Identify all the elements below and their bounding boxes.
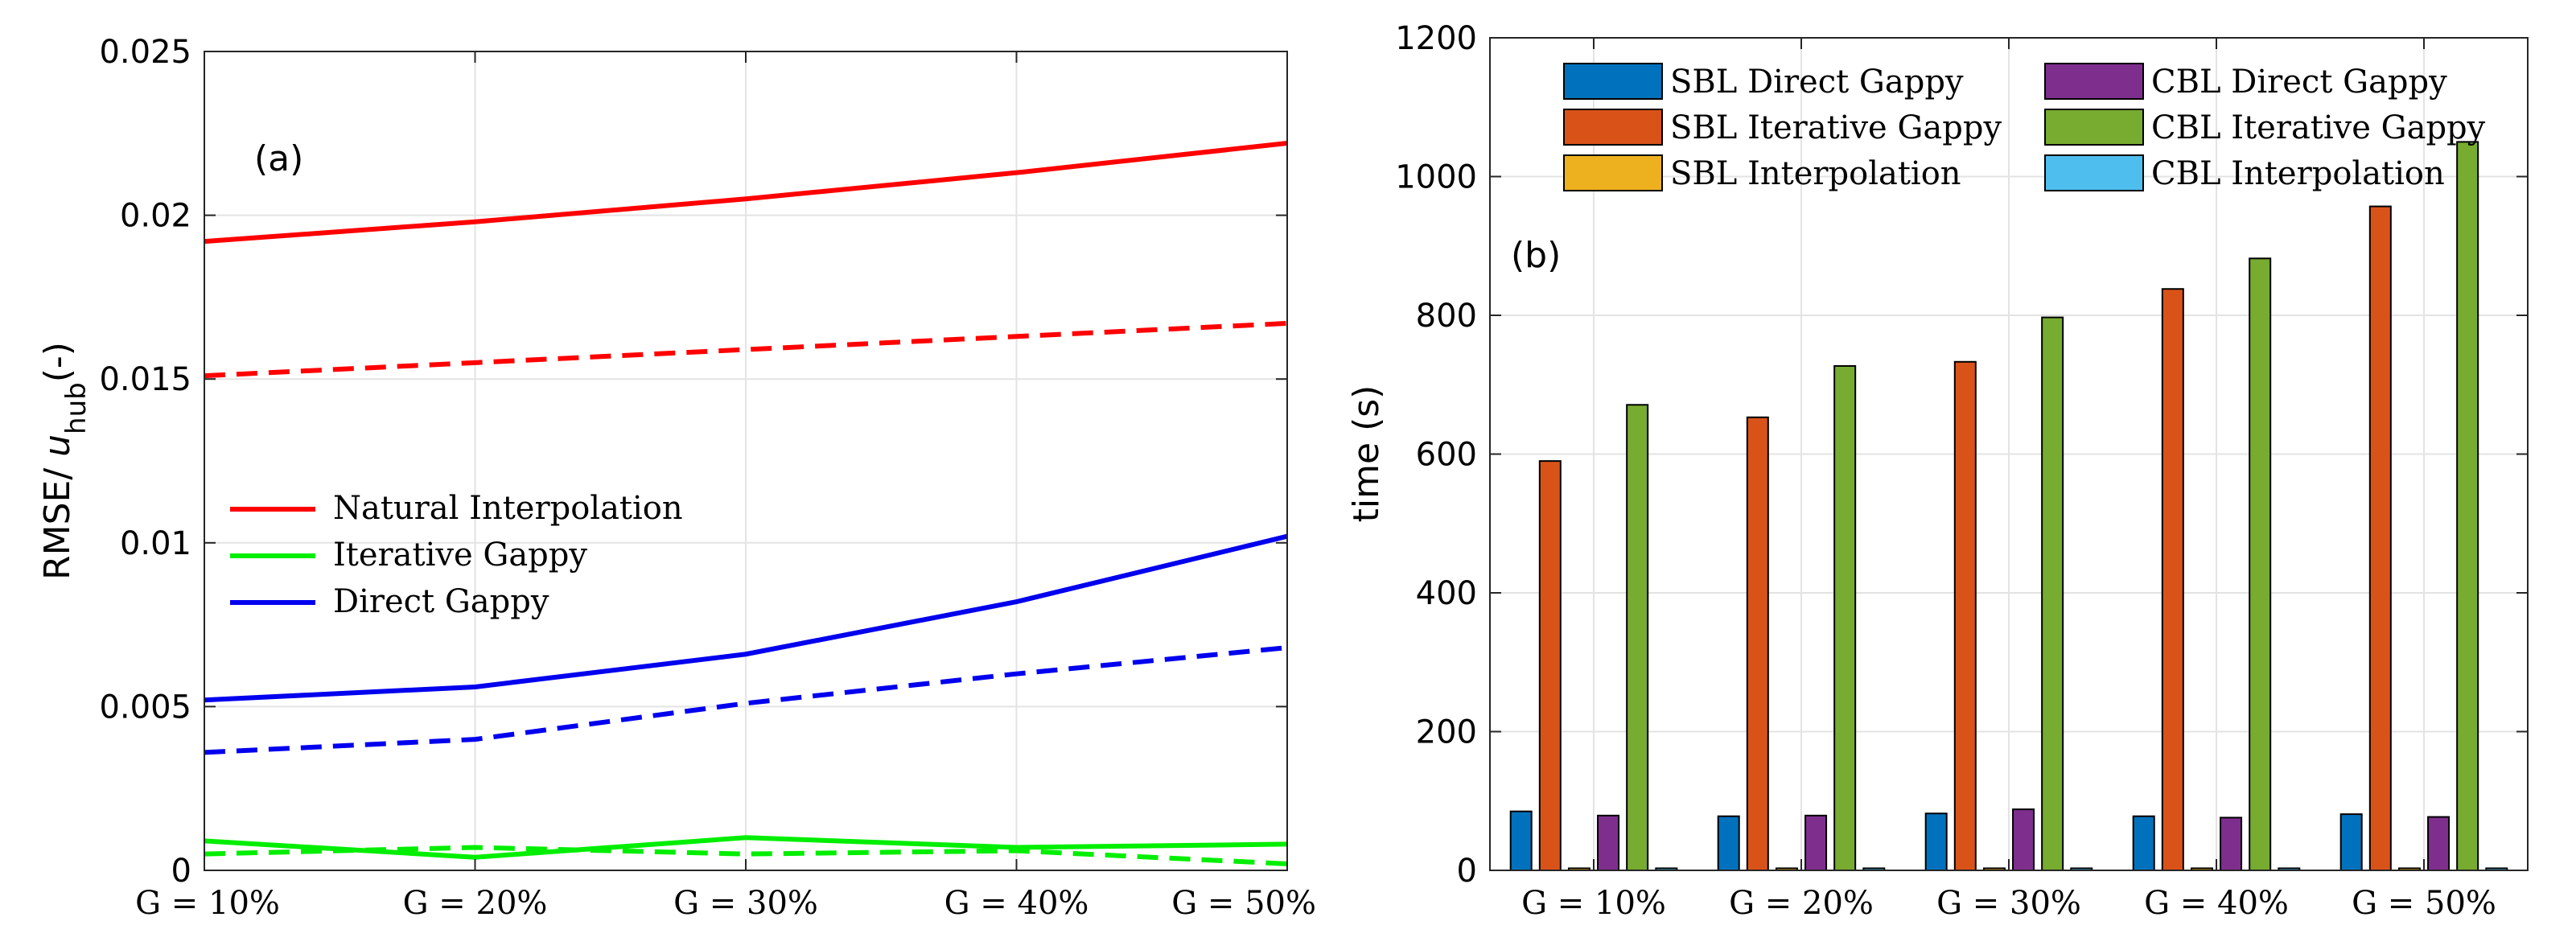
panel-b-legend-label: CBL Iterative Gappy xyxy=(2151,109,2486,146)
panel-a-xtick-label: G = 40% xyxy=(944,885,1089,922)
panel-b-bar-0-1 xyxy=(1717,815,1740,871)
panel-a-line-chart: 0 0.005 0.01 0.015 0.02 0.025 G = 10% G = 20% G… xyxy=(37,34,1316,922)
panel-b-bar-4-2 xyxy=(2041,316,2064,871)
panel-b-label: (b) xyxy=(1511,235,1561,276)
panel-b-legend-label: SBL Iterative Gappy xyxy=(1670,109,2002,146)
panel-b-bar-3-1 xyxy=(1804,814,1828,871)
panel-a-xtick-label: G = 10% xyxy=(135,885,280,922)
panel-b-ytick-label: 200 xyxy=(1416,714,1477,751)
panel-a-series-line-1 xyxy=(204,320,1288,379)
panel-b-ytick-label: 1000 xyxy=(1395,159,1477,196)
panel-b-bar-4-1 xyxy=(1833,364,1857,871)
panel-b-xtick-label: G = 50% xyxy=(2352,885,2496,922)
panel-a-ytick-label: 0.015 xyxy=(99,361,191,398)
panel-b-xtick-label: G = 20% xyxy=(1729,885,1874,922)
panel-b-xtick-label: G = 10% xyxy=(1521,885,1666,922)
panel-b-bar-4-0 xyxy=(1626,404,1649,871)
panel-a-legend-label: Iterative Gappy xyxy=(333,537,587,574)
panel-b-legend-label: CBL Direct Gappy xyxy=(2151,64,2447,101)
panel-b-bar-3-2 xyxy=(2012,808,2035,871)
panel-b-legend-swatch xyxy=(1563,109,1663,146)
panel-a-series-line-5 xyxy=(204,645,1288,755)
panel-b-bar-1-2 xyxy=(1953,360,1977,872)
panel-b-ytick-label: 600 xyxy=(1416,437,1477,474)
panel-b-bar-1-0 xyxy=(1538,460,1562,871)
panel-b-legend-swatch xyxy=(1563,63,1663,100)
panel-b-bar-4-4 xyxy=(2456,141,2479,871)
panel-a-ytick-label: 0.01 xyxy=(120,525,191,562)
panel-a-xtick-label: G = 50% xyxy=(1171,885,1316,922)
panel-b-ytick-label: 800 xyxy=(1416,298,1477,335)
panel-b-ylabel: time (s) xyxy=(1346,385,1387,523)
panel-b-xtick-label: G = 40% xyxy=(2144,885,2289,922)
panel-a-series-line-4 xyxy=(204,533,1288,703)
panel-b-bar-3-0 xyxy=(1597,814,1620,871)
panel-b-bar-1-1 xyxy=(1746,416,1769,871)
panel-b-ytick-label: 0 xyxy=(1457,853,1477,890)
panel-b-bar-0-2 xyxy=(1924,812,1948,872)
panel-b-legend-label: CBL Interpolation xyxy=(2151,155,2445,192)
panel-b-legend-swatch xyxy=(1563,154,1663,191)
panel-a-legend: Natural Interpolation Iterative Gappy Dire… xyxy=(230,490,683,620)
panel-b-bar-3-4 xyxy=(2427,816,2450,872)
panel-b-bar-chart: 0 200 400 600 800 1000 1200 G = 10% G = 20% G = … xyxy=(1346,20,2529,922)
panel-b-legend-swatch xyxy=(2044,63,2144,100)
panel-a-xtick-label: G = 20% xyxy=(403,885,548,922)
panel-b-bar-0-4 xyxy=(2339,813,2363,872)
panel-b-ytick-label: 1200 xyxy=(1395,20,1477,57)
panel-b-xtick-label: G = 30% xyxy=(1936,885,2081,922)
panel-a-ylabel: RMSE/ uhub(-) xyxy=(37,342,93,580)
panel-a-legend-label: Natural Interpolation xyxy=(333,490,683,527)
panel-b-legend-swatch xyxy=(2044,154,2144,191)
panel-a-ytick-label: 0.025 xyxy=(99,34,191,71)
panel-b-legend-label: SBL Direct Gappy xyxy=(1670,64,1964,101)
panel-b-bar-3-3 xyxy=(2220,816,2243,872)
panel-b-legend-label: SBL Interpolation xyxy=(1670,155,1961,192)
panel-a-series-line-3 xyxy=(204,845,1288,866)
panel-b-legend: SBL Direct Gappy SBL Iterative Gappy SBL I… xyxy=(1563,63,2486,192)
panel-a-ytick-label: 0.02 xyxy=(120,198,191,235)
panel-a-legend-label: Direct Gappy xyxy=(333,583,549,620)
panel-b-bar-0-3 xyxy=(2132,815,2155,871)
panel-b-legend-swatch xyxy=(2044,109,2144,146)
panel-b-bar-1-4 xyxy=(2368,205,2392,871)
panel-b-bar-4-3 xyxy=(2249,257,2272,871)
panel-b-bar-0-0 xyxy=(1509,810,1533,871)
panel-a-ytick-label: 0.005 xyxy=(99,689,191,726)
panel-a-label: (a) xyxy=(254,138,303,179)
panel-b-ytick-label: 400 xyxy=(1416,575,1477,612)
panel-a-series-line-0 xyxy=(204,141,1288,245)
panel-a-xtick-label: G = 30% xyxy=(673,885,818,922)
panel-b-bar-1-3 xyxy=(2161,288,2184,872)
panel-a-ytick-label: 0 xyxy=(171,853,191,890)
